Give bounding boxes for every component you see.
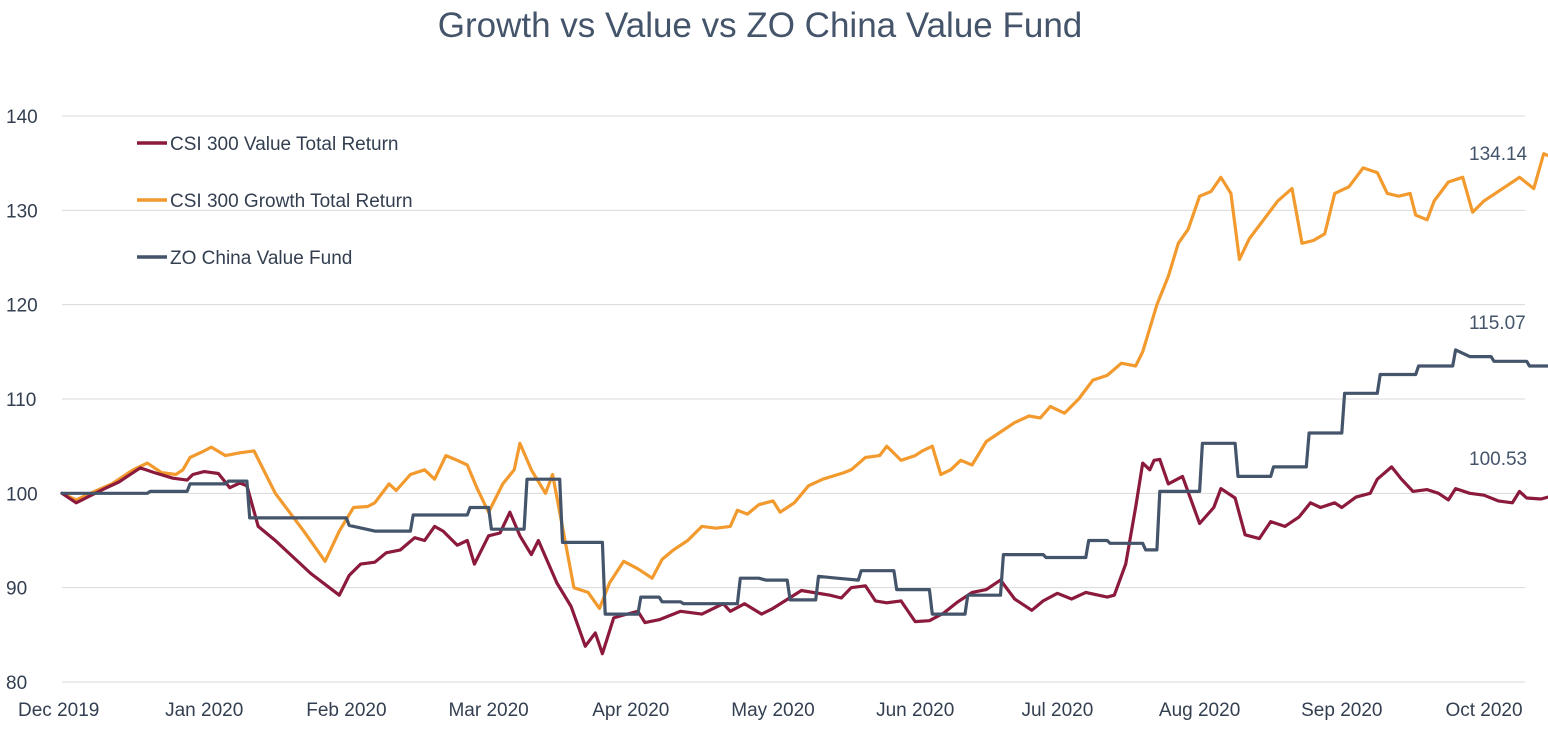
x-tick-label: Jun 2020 [876, 700, 954, 721]
x-tick-label: Mar 2020 [448, 700, 528, 721]
x-tick-label: Jan 2020 [165, 700, 243, 721]
y-tick-label: 110 [6, 390, 36, 411]
y-tick-label: 100 [6, 484, 38, 505]
x-tick-label: Aug 2020 [1159, 700, 1240, 721]
series-line-csi-300-growth-total-return [60, 152, 1548, 610]
y-tick-label: 80 [6, 673, 27, 694]
x-tick-label: Feb 2020 [306, 700, 386, 721]
x-tick-label: Dec 2019 [18, 700, 99, 721]
legend-label: CSI 300 Growth Total Return [170, 191, 413, 212]
end-value-label: 134.14 [1469, 144, 1528, 165]
y-tick-label: 120 [6, 296, 38, 317]
x-tick-label: Jul 2020 [1021, 700, 1093, 721]
end-value-label: 100.53 [1469, 449, 1527, 470]
y-tick-label: 140 [6, 107, 38, 128]
series-line-csi-300-value-total-return [60, 457, 1548, 656]
legend-label: CSI 300 Value Total Return [170, 134, 399, 155]
y-tick-label: 130 [6, 201, 38, 222]
x-tick-label: Oct 2020 [1445, 700, 1522, 721]
y-tick-label: 90 [6, 579, 27, 600]
legend-label: ZO China Value Fund [170, 248, 352, 269]
x-tick-label: Sep 2020 [1301, 700, 1382, 721]
chart-title: Growth vs Value vs ZO China Value Fund [437, 6, 1083, 45]
x-tick-label: May 2020 [731, 700, 814, 721]
series-line-zo-china-value-fund [60, 348, 1548, 616]
x-tick-label: Apr 2020 [592, 700, 669, 721]
end-value-label: 115.07 [1469, 313, 1526, 334]
